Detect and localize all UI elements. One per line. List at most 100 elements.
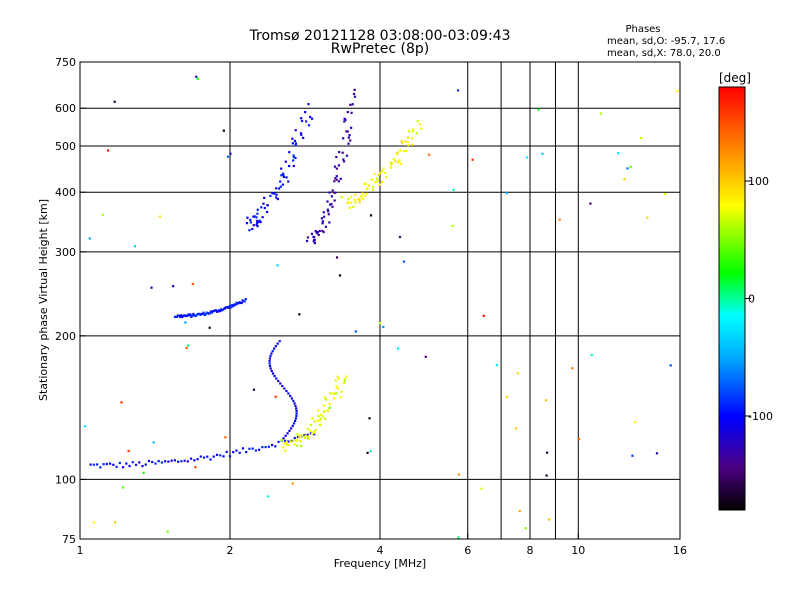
- data-point: [273, 347, 276, 350]
- data-point: [101, 213, 104, 216]
- data-point: [310, 117, 314, 120]
- data-point: [330, 195, 333, 198]
- data-point: [255, 223, 258, 226]
- data-point: [634, 421, 637, 424]
- data-point: [304, 434, 307, 438]
- data-point: [646, 216, 649, 219]
- data-point: [300, 117, 303, 120]
- data-point: [334, 379, 337, 382]
- data-point: [246, 216, 249, 219]
- colorbar-tick-label: -100: [748, 410, 773, 423]
- data-point: [177, 314, 181, 317]
- data-point: [202, 456, 206, 459]
- data-point: [157, 460, 160, 463]
- data-point: [371, 188, 375, 192]
- data-point: [345, 130, 348, 133]
- data-point: [309, 423, 312, 427]
- data-point: [345, 154, 349, 157]
- data-point: [407, 143, 410, 147]
- data-point: [235, 449, 238, 452]
- axis-ticks: 1 2 4 6 8 10 16 75 100 200 300 400 500 600 750: [55, 56, 687, 557]
- data-point: [273, 192, 276, 195]
- data-point: [276, 342, 279, 345]
- data-point: [88, 237, 91, 240]
- data-point: [313, 433, 316, 436]
- data-point: [293, 443, 296, 446]
- data-point: [327, 409, 330, 412]
- data-point: [252, 215, 255, 218]
- data-point: [384, 171, 387, 174]
- data-point: [351, 103, 354, 106]
- data-point: [280, 439, 283, 442]
- data-point: [335, 175, 338, 178]
- data-point: [398, 159, 401, 162]
- data-point: [271, 350, 274, 353]
- data-point: [376, 177, 379, 180]
- data-point: [262, 202, 265, 205]
- data-point: [347, 142, 350, 145]
- data-point: [291, 137, 294, 140]
- data-point: [335, 178, 338, 181]
- data-point: [276, 197, 280, 201]
- data-point: [373, 173, 376, 176]
- data-point: [348, 134, 351, 137]
- data-point: [399, 149, 402, 152]
- data-point: [402, 260, 406, 263]
- data-point: [294, 419, 297, 422]
- data-point: [258, 448, 261, 451]
- data-point: [249, 221, 252, 224]
- data-point: [134, 463, 138, 467]
- data-point: [419, 123, 422, 126]
- data-point: [285, 443, 288, 446]
- data-point: [326, 200, 329, 203]
- data-point: [190, 315, 193, 318]
- data-point: [184, 321, 187, 324]
- data-point: [546, 451, 549, 454]
- data-point: [412, 128, 415, 131]
- data-point: [313, 241, 316, 245]
- data-point: [366, 451, 369, 454]
- data-point: [280, 167, 283, 170]
- data-point: [319, 423, 322, 426]
- data-point: [333, 165, 336, 168]
- data-point: [142, 471, 145, 474]
- data-point: [400, 139, 403, 143]
- y-tick-label: 500: [55, 140, 76, 153]
- data-point: [311, 417, 314, 420]
- data-point: [166, 530, 169, 533]
- data-point: [199, 455, 202, 458]
- data-point: [300, 119, 304, 123]
- x-tick-label: 4: [377, 544, 384, 557]
- data-point: [342, 137, 345, 140]
- data-point: [321, 229, 324, 232]
- stats-x-line: mean, sd,X: 78.0, 20.0: [607, 48, 721, 59]
- data-point: [452, 188, 455, 191]
- data-point: [307, 102, 310, 106]
- stats-heading: Phases: [625, 24, 660, 35]
- data-point: [353, 88, 356, 91]
- data-point: [330, 202, 333, 206]
- data-point: [170, 459, 173, 462]
- data-point: [219, 454, 222, 457]
- data-point: [378, 183, 381, 186]
- y-axis-label: Stationary phase Virtual Height [km]: [37, 199, 50, 401]
- data-point: [309, 429, 312, 432]
- data-point: [304, 436, 307, 439]
- data-point: [292, 164, 295, 168]
- data-point: [310, 432, 314, 435]
- data-point: [382, 167, 385, 170]
- data-point: [107, 149, 110, 152]
- data-point: [505, 396, 508, 399]
- data-point: [395, 153, 398, 156]
- data-point: [224, 436, 227, 439]
- data-point: [295, 412, 298, 415]
- data-point: [230, 306, 233, 309]
- data-point: [256, 221, 259, 225]
- data-point: [266, 210, 269, 214]
- data-point: [332, 397, 336, 400]
- data-point: [292, 159, 295, 162]
- data-point: [339, 395, 342, 399]
- data-point: [150, 286, 153, 289]
- data-point: [282, 446, 285, 449]
- data-point: [623, 177, 626, 181]
